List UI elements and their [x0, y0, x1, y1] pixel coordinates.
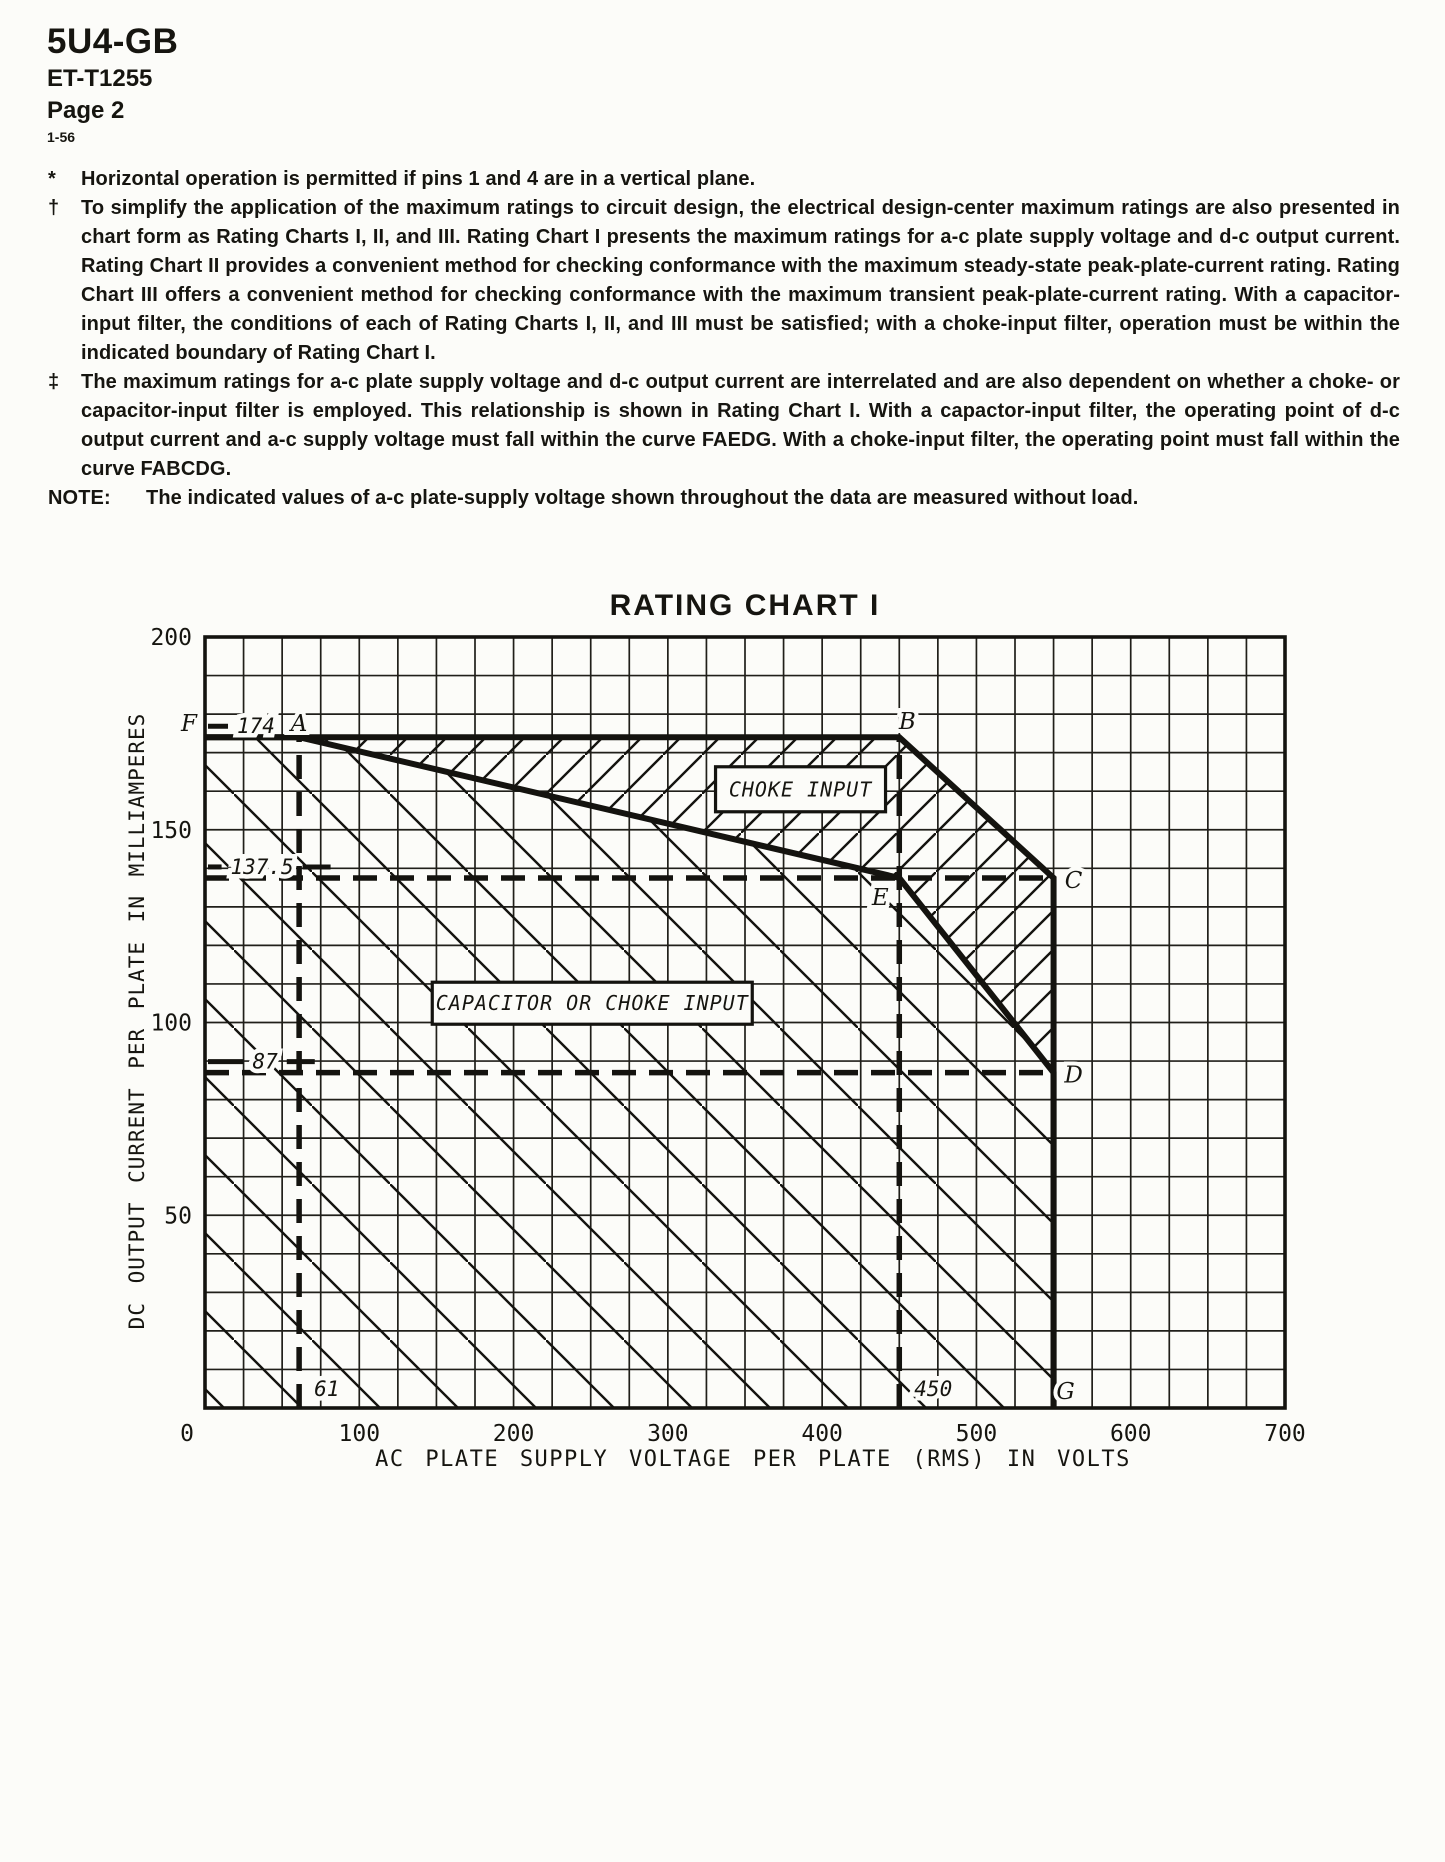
point-label-G: G: [1056, 1379, 1074, 1405]
level-label: 87: [253, 1050, 279, 1074]
point-label-D: D: [1063, 1063, 1082, 1089]
page-number: Page 2: [47, 97, 125, 124]
point-label-C: C: [1065, 868, 1083, 894]
y-tick-label: 150: [150, 818, 192, 844]
footnote-double-dagger: ‡ The maximum ratings for a-c plate supp…: [48, 368, 1400, 484]
plot-frame: [203, 635, 1287, 1410]
footnote-text: The maximum ratings for a-c plate supply…: [81, 371, 1400, 480]
x-tick-label: 700: [1264, 1421, 1306, 1447]
footnote-note: NOTE: The indicated values of a-c plate-…: [48, 484, 1400, 513]
x-axis-title: AC PLATE SUPPLY VOLTAGE PER PLATE (RMS) …: [375, 1447, 1131, 1472]
level-label: 137.5: [230, 855, 293, 879]
rating-chart-plot: CHOKE INPUT CAPACITOR OR CHOKE INPUT 174 13…: [150, 625, 1306, 1447]
y-axis-title: DC OUTPUT CURRENT PER PLATE IN MILLIAMPE…: [125, 712, 149, 1330]
x-tick-label: 200: [493, 1421, 535, 1447]
point-label-E: E: [871, 885, 889, 911]
footnotes-block: * Horizontal operation is permitted if p…: [48, 165, 1400, 513]
footnote-marker: †: [48, 197, 60, 219]
point-label-B: B: [898, 709, 916, 735]
tube-type-title: 5U4-GB: [47, 22, 179, 61]
capacitor-input-boundary-FAEDG: [205, 734, 1057, 1408]
voltage-label: 61: [314, 1377, 339, 1401]
point-label-A: A: [289, 711, 308, 737]
y-tick-label: 50: [164, 1203, 192, 1229]
choke-only-region: [299, 737, 1054, 1073]
region-label-box: [713, 765, 888, 814]
x-tick-label: 300: [647, 1421, 689, 1447]
x-tick-label: 600: [1110, 1421, 1152, 1447]
x-tick-label: 400: [801, 1421, 843, 1447]
footnote-asterisk: * Horizontal operation is permitted if p…: [48, 165, 1400, 194]
date-code: 1-56: [47, 129, 76, 145]
level-label: 174: [237, 714, 275, 738]
page-header: 5U4-GB ET-T1255 Page 2 1-56: [47, 24, 178, 144]
x-tick-label: 500: [956, 1421, 998, 1447]
footnote-marker: ‡: [48, 371, 60, 393]
footnote-text: Horizontal operation is permitted if pin…: [81, 168, 756, 190]
region-label-box: [430, 980, 754, 1026]
dashed-guides: [205, 737, 1054, 1408]
chart-title: RATING CHART I: [609, 589, 881, 622]
point-label-F: F: [180, 711, 198, 737]
x-tick-label: 100: [339, 1421, 381, 1447]
footnote-text: The indicated values of a-c plate-supply…: [146, 487, 1139, 509]
footnote-marker: NOTE:: [48, 487, 111, 509]
footnote-marker: *: [48, 168, 56, 190]
document-id: ET-T1255: [47, 65, 153, 92]
y-tick-label: 200: [150, 625, 192, 651]
region-label: CAPACITOR OR CHOKE INPUT: [436, 991, 750, 1015]
y-tick-label: 100: [150, 1011, 192, 1037]
x-tick-label: 0: [180, 1421, 194, 1447]
region-label: CHOKE INPUT: [729, 777, 873, 801]
footnote-text: To simplify the application of the maxim…: [81, 197, 1400, 364]
voltage-label: 450: [914, 1377, 952, 1401]
footnote-dagger: † To simplify the application of the max…: [48, 194, 1400, 368]
